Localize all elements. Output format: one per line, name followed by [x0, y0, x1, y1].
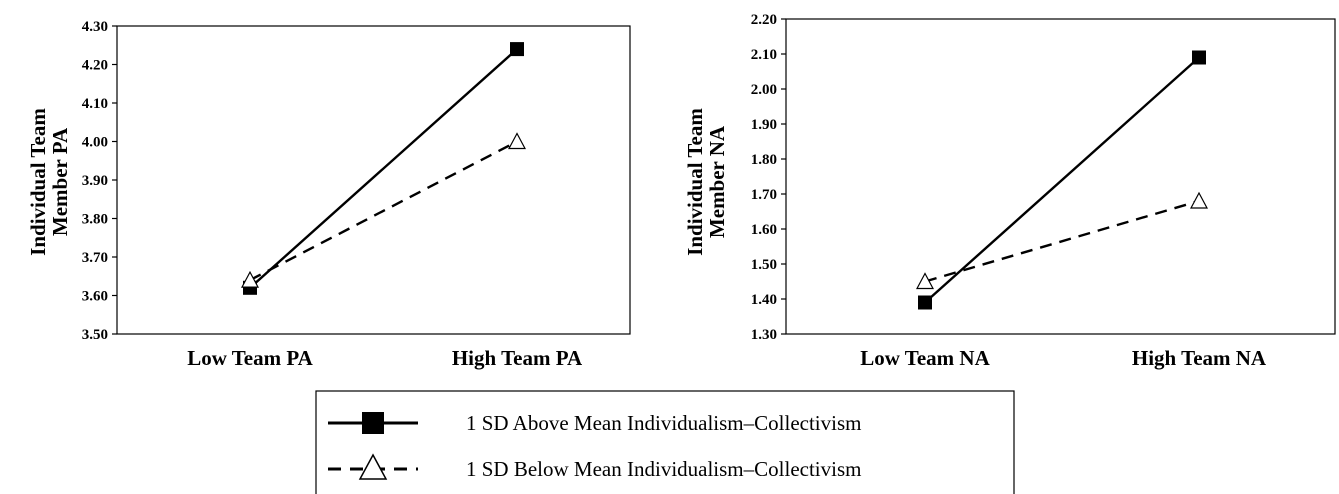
y-tick-label: 1.80: [751, 152, 777, 168]
series-line-below: [249, 140, 518, 282]
plot-frame: [785, 18, 1336, 335]
data-point-triangle: [241, 270, 259, 288]
y-tick-label: 3.70: [82, 250, 108, 266]
data-point-square: [1192, 50, 1206, 65]
chart-team-pa: 3.50 3.60 3.70 3.80 3.90 4.00 4.10 4.20 4.30 Low …: [26, 19, 631, 370]
legend-marker-triangle: [358, 453, 388, 480]
data-point-triangle: [916, 272, 934, 290]
y-tick-label: 4.20: [82, 58, 108, 74]
y-tick-label: 3.60: [82, 289, 108, 305]
y-tick-label: 1.70: [751, 187, 777, 203]
y-tick-label: 2.00: [751, 82, 777, 98]
legend-label-above: 1 SD Above Mean Individualism–Collectivi…: [466, 411, 861, 435]
y-tick-label: 3.50: [82, 327, 108, 343]
y-axis-label-line1: Individual Team: [683, 108, 707, 256]
y-tick-label: 4.00: [82, 135, 108, 151]
y-tick-label: 3.80: [82, 212, 108, 228]
y-tick-label: 4.30: [82, 19, 108, 35]
legend-frame: [315, 390, 1015, 494]
x-category-label: Low Team NA: [860, 346, 990, 370]
series-line-above: [924, 56, 1200, 304]
series-line-below: [924, 199, 1200, 283]
y-axis-label-line2: Member PA: [48, 127, 72, 236]
y-tick-label: 2.20: [751, 12, 777, 28]
x-category-label: High Team NA: [1132, 346, 1267, 370]
plot-frame: [116, 25, 631, 335]
x-category-label: Low Team PA: [187, 346, 313, 370]
y-tick-label: 1.50: [751, 257, 777, 273]
legend-marker-square: [362, 412, 384, 434]
y-tick-label: 1.30: [751, 327, 777, 343]
legend-label-below: 1 SD Below Mean Individualism–Collectivi…: [466, 457, 861, 481]
y-tick-label: 3.90: [82, 173, 108, 189]
chart-team-na: 1.30 1.40 1.50 1.60 1.70 1.80 1.90 2.00 2.10 2.20…: [683, 12, 1336, 370]
data-point-square: [918, 295, 932, 310]
data-point-square: [510, 42, 524, 57]
x-category-label: High Team PA: [452, 346, 583, 370]
y-tick-label: 1.90: [751, 117, 777, 133]
series-line-above: [249, 48, 518, 289]
y-tick-label: 2.10: [751, 47, 777, 63]
data-point-triangle: [1190, 191, 1208, 209]
data-point-triangle: [508, 132, 526, 150]
y-tick-label: 1.60: [751, 222, 777, 238]
y-tick-label: 1.40: [751, 292, 777, 308]
y-axis-label-line2: Member NA: [705, 125, 729, 238]
legend: 1 SD Above Mean Individualism–Collectivi…: [315, 390, 1015, 494]
y-axis-label-line1: Individual Team: [26, 108, 50, 256]
y-tick-label: 4.10: [82, 96, 108, 112]
